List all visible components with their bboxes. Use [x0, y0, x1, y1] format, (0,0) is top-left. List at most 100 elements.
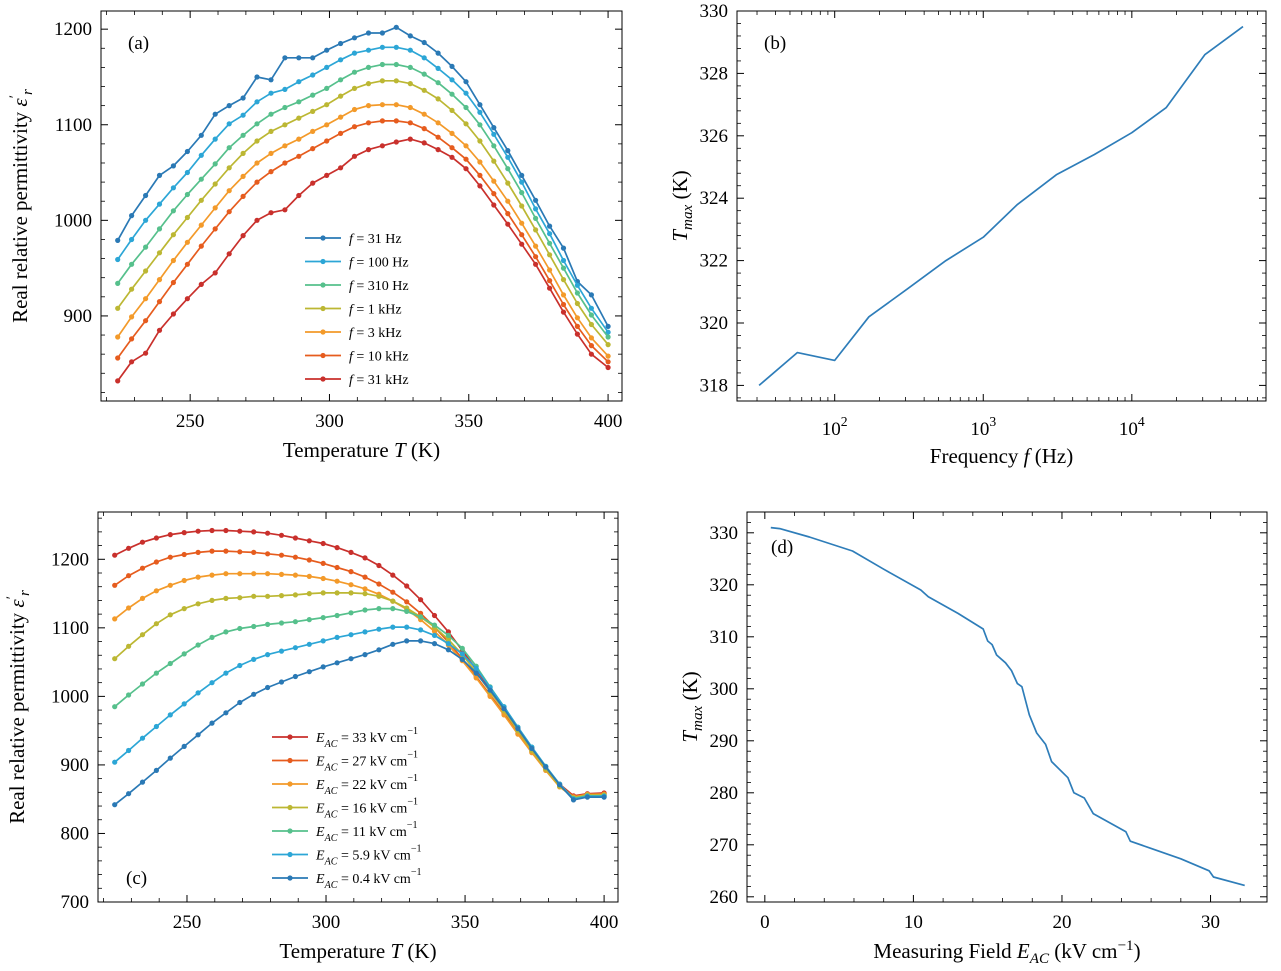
- y-tick-label: 280: [710, 783, 739, 804]
- legend-item: f = 310 Hz: [305, 279, 409, 294]
- data-point: [570, 797, 577, 803]
- data-point: [292, 673, 298, 680]
- data-point: [226, 145, 232, 151]
- data-point: [167, 755, 173, 761]
- data-point: [170, 185, 176, 191]
- data-point: [351, 85, 358, 91]
- data-point: [292, 572, 298, 578]
- series-line: [117, 103, 609, 357]
- data-point: [338, 93, 344, 99]
- data-point: [529, 745, 535, 752]
- data-point: [112, 802, 118, 808]
- data-point: [605, 334, 611, 340]
- data-point: [296, 192, 302, 199]
- legend-marker: [320, 258, 326, 265]
- y-tick-label: 1200: [54, 19, 92, 40]
- data-point: [292, 645, 298, 651]
- data-point: [379, 61, 385, 68]
- data-point: [560, 257, 567, 264]
- data-point: [212, 270, 218, 276]
- data-point: [198, 281, 204, 287]
- data-point: [376, 647, 382, 653]
- plot-frame: [97, 511, 619, 903]
- data-point: [533, 197, 539, 203]
- data-point: [351, 69, 358, 75]
- data-point: [156, 299, 163, 305]
- data-point: [390, 598, 396, 604]
- series-1: [115, 24, 611, 329]
- data-point: [181, 551, 187, 558]
- data-point: [324, 64, 330, 70]
- data-point: [421, 87, 427, 93]
- data-point: [449, 91, 455, 97]
- data-point: [338, 130, 344, 136]
- data-point: [365, 64, 372, 70]
- data-point: [310, 128, 316, 134]
- data-point: [296, 55, 302, 61]
- data-point: [265, 593, 271, 599]
- data-point: [445, 632, 451, 639]
- data-point: [268, 210, 274, 216]
- series-line: [114, 640, 605, 806]
- data-point: [240, 150, 246, 156]
- data-point: [181, 743, 187, 750]
- y-tick-label: 1000: [51, 686, 89, 707]
- data-point: [324, 172, 330, 178]
- data-point: [209, 548, 215, 554]
- panel-b: 102 103 104 318 320 322 324 326 328 330 Frequency …: [668, 1, 1267, 468]
- data-point: [139, 632, 146, 638]
- legend-label: f = 3 kHz: [349, 326, 402, 341]
- data-point: [115, 378, 121, 384]
- data-point: [519, 179, 525, 185]
- legend-item: f = 100 Hz: [305, 256, 409, 271]
- data-point: [505, 148, 511, 154]
- data-point: [310, 72, 316, 78]
- data-point: [265, 551, 271, 557]
- data-point: [282, 104, 288, 111]
- data-point: [156, 226, 163, 232]
- data-point: [404, 599, 410, 605]
- data-point: [574, 323, 581, 329]
- y-tick-label: 290: [710, 731, 739, 752]
- legend-item: EAC = 22 kV cm−1: [272, 773, 418, 797]
- panel-label: (b): [764, 33, 786, 54]
- data-point: [126, 643, 132, 649]
- data-point: [129, 213, 135, 219]
- data-point: [126, 605, 132, 611]
- data-point: [251, 571, 257, 577]
- series-6: [112, 624, 607, 802]
- data-point: [407, 33, 413, 39]
- data-point: [477, 109, 483, 115]
- data-point: [129, 336, 135, 342]
- data-point: [153, 670, 159, 676]
- data-point: [393, 118, 399, 124]
- data-point: [198, 132, 204, 138]
- legend-marker: [287, 851, 293, 858]
- data-point: [362, 591, 368, 597]
- data-point: [477, 138, 483, 144]
- series-line: [758, 25, 1244, 387]
- data-point: [320, 540, 326, 547]
- data-point: [418, 627, 424, 633]
- data-point: [519, 220, 525, 226]
- data-point: [449, 154, 455, 160]
- legend-item: EAC = 0.4 kV cm−1: [272, 867, 422, 891]
- data-point: [362, 629, 368, 635]
- legend-marker: [287, 875, 293, 881]
- data-point: [254, 138, 260, 144]
- data-point: [126, 573, 132, 579]
- data-point: [431, 612, 438, 619]
- data-point: [223, 670, 229, 676]
- y-tick-label: 326: [700, 126, 729, 147]
- data-point: [491, 178, 497, 184]
- legend-label: f = 310 Hz: [349, 279, 409, 294]
- data-point: [320, 664, 326, 670]
- data-point: [212, 181, 218, 187]
- data-point: [431, 622, 438, 628]
- data-point: [129, 286, 135, 292]
- data-point: [153, 559, 159, 565]
- data-point: [237, 595, 243, 601]
- data-point: [334, 612, 340, 619]
- data-point: [348, 610, 354, 616]
- data-point: [515, 726, 521, 732]
